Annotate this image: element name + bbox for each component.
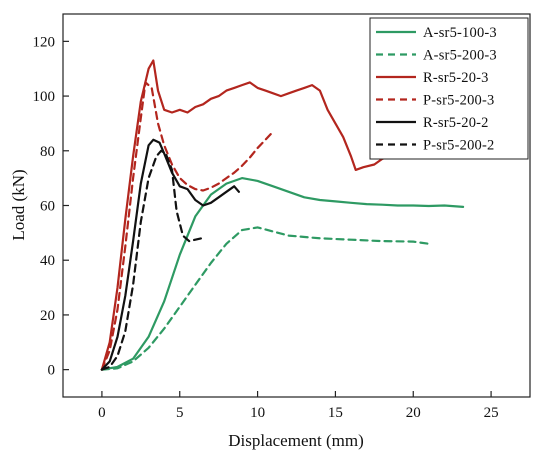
legend-label: R-sr5-20-2 xyxy=(423,115,489,131)
legend-label: A-sr5-200-3 xyxy=(423,48,497,64)
series-line-r-sr5-20-2 xyxy=(100,138,240,371)
y-tick-label: 0 xyxy=(48,363,56,379)
legend-box xyxy=(369,17,529,160)
legend-label: A-sr5-100-3 xyxy=(423,25,497,41)
legend: A-sr5-100-3 A-sr5-200-3 R-sr5-20-3 P-sr5-20… xyxy=(369,17,529,160)
series-line-a-sr5-100-3 xyxy=(100,177,465,371)
series-layer xyxy=(100,59,465,371)
y-tick-label: 100 xyxy=(33,89,56,105)
x-tick-label: 5 xyxy=(176,405,184,421)
x-tick-label: 10 xyxy=(250,405,265,421)
series-line-p-sr5-200-3 xyxy=(100,81,275,371)
y-tick-label: 20 xyxy=(40,308,55,324)
x-tick-label: 25 xyxy=(484,405,499,421)
series-line-a-sr5-200-3 xyxy=(100,226,430,371)
ticks-layer: 0 5 10 15 20 25 0 20 40 60 80 100 120 xyxy=(33,34,499,421)
series-line-p-sr5-200-2 xyxy=(100,149,203,371)
y-tick-label: 120 xyxy=(33,34,56,50)
legend-label: P-sr5-200-3 xyxy=(423,93,494,109)
legend-label: P-sr5-200-2 xyxy=(423,138,494,154)
x-tick-label: 0 xyxy=(98,405,106,421)
y-axis-title: Load (kN) xyxy=(9,169,28,240)
y-tick-label: 40 xyxy=(40,253,55,269)
y-tick-label: 80 xyxy=(40,144,55,160)
y-tick-label: 60 xyxy=(40,199,55,215)
series-line-r-sr5-20-3 xyxy=(100,59,415,371)
x-tick-label: 15 xyxy=(328,405,343,421)
x-tick-label: 20 xyxy=(406,405,421,421)
x-axis-title: Displacement (mm) xyxy=(228,431,364,450)
legend-label: R-sr5-20-3 xyxy=(423,70,489,86)
